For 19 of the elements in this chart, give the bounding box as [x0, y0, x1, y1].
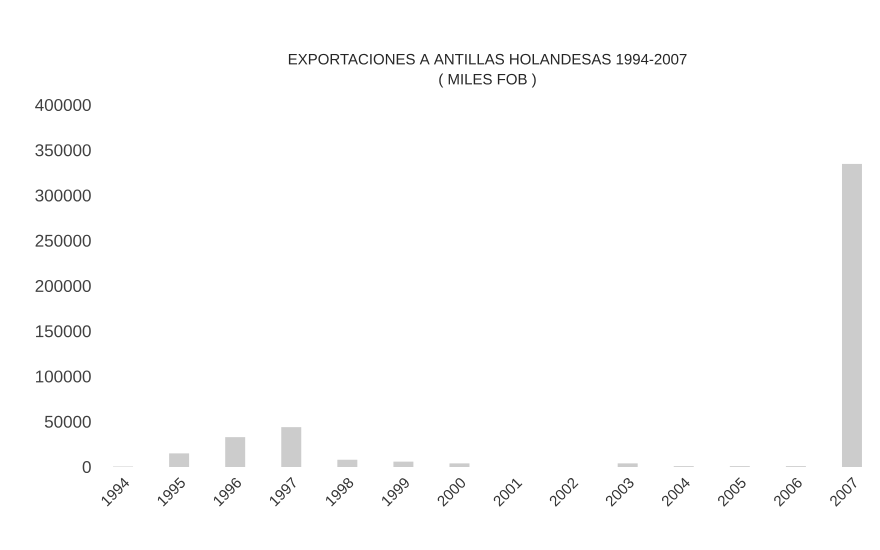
bar	[393, 462, 414, 467]
y-tick-label: 350000	[35, 144, 91, 156]
bar	[281, 427, 302, 467]
y-tick-label: 50000	[44, 416, 91, 428]
y-tick-label: 250000	[36, 234, 91, 247]
bar	[225, 437, 246, 467]
y-tick-label: 100000	[36, 370, 91, 383]
bar	[842, 164, 862, 467]
chart-title: EXPORTACIONES A ANTILLAS HOLANDESAS 1994-2007	[288, 54, 687, 65]
y-tick-label: 150000	[36, 325, 91, 338]
bar	[449, 463, 470, 467]
bar	[169, 453, 190, 467]
y-tick-label: 400000	[35, 98, 91, 112]
y-tick-label: 0	[82, 460, 91, 474]
chart-subtitle: ( MILES FOB )	[439, 73, 536, 88]
y-tick-label: 300000	[35, 189, 91, 202]
y-tick-label: 200000	[36, 280, 91, 292]
bar	[337, 460, 358, 467]
bar	[618, 463, 638, 467]
